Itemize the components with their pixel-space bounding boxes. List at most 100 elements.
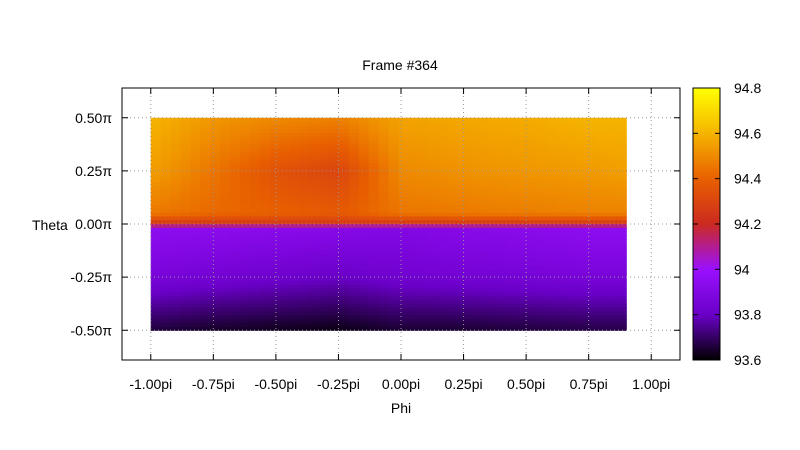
- heatmap-cell: [546, 148, 558, 153]
- heatmap-cell: [616, 125, 627, 130]
- heatmap-cell: [190, 182, 201, 187]
- heatmap-cell: [467, 155, 479, 161]
- heatmap-cell: [447, 193, 459, 199]
- heatmap-cell: [239, 277, 251, 282]
- heatmap-cell: [319, 273, 330, 278]
- heatmap-cell: [596, 216, 607, 221]
- heatmap-cell: [477, 151, 489, 157]
- heatmap-cell: [586, 261, 598, 267]
- heatmap-cell: [586, 224, 598, 229]
- heatmap-cell: [200, 129, 211, 134]
- heatmap-cell: [239, 163, 251, 168]
- heatmap-cell: [338, 155, 350, 161]
- heatmap-cell: [279, 239, 291, 244]
- heatmap-cell: [299, 280, 310, 286]
- heatmap-cell: [239, 117, 251, 123]
- heatmap-cell: [517, 250, 528, 255]
- heatmap-cell: [329, 155, 340, 161]
- heatmap-cell: [606, 125, 617, 130]
- heatmap-cell: [606, 269, 617, 274]
- heatmap-cell: [180, 174, 191, 180]
- heatmap-cell: [299, 216, 310, 221]
- heatmap-cell: [190, 235, 201, 240]
- heatmap-cell: [378, 227, 390, 233]
- heatmap-cell: [190, 322, 201, 328]
- heatmap-cell: [368, 307, 380, 312]
- heatmap-cell: [160, 303, 172, 309]
- heatmap-cell: [329, 163, 340, 168]
- heatmap-cell: [269, 239, 281, 244]
- heatmap-cell: [428, 273, 439, 278]
- heatmap-cell: [408, 311, 419, 316]
- heatmap-cell: [299, 288, 310, 293]
- heatmap-cell: [467, 258, 479, 263]
- heatmap-cell: [546, 250, 558, 255]
- heatmap-cell: [368, 261, 380, 267]
- heatmap-cell: [428, 186, 439, 191]
- heatmap-cell: [210, 265, 221, 271]
- heatmap-cell: [487, 296, 499, 301]
- heatmap-cell: [210, 288, 221, 293]
- heatmap-cell: [289, 170, 300, 176]
- heatmap-cell: [210, 136, 221, 142]
- heatmap-cell: [398, 239, 409, 244]
- heatmap-cell: [358, 182, 370, 187]
- heatmap-cell: [418, 186, 429, 191]
- heatmap-cell: [348, 231, 360, 236]
- heatmap-cell: [487, 292, 499, 297]
- heatmap-cell: [160, 246, 172, 252]
- heatmap-cell: [299, 144, 310, 149]
- heatmap-cell: [230, 125, 241, 130]
- heatmap-cell: [259, 132, 271, 138]
- heatmap-cell: [239, 280, 251, 286]
- heatmap-cell: [259, 307, 271, 312]
- heatmap-cell: [566, 170, 578, 176]
- heatmap-cell: [527, 231, 538, 236]
- heatmap-cell: [467, 140, 479, 145]
- heatmap-cell: [507, 170, 518, 176]
- heatmap-cell: [259, 227, 271, 233]
- heatmap-cell: [487, 163, 499, 168]
- heatmap-cell: [438, 277, 449, 282]
- heatmap-cell: [546, 201, 558, 206]
- heatmap-cell: [537, 273, 548, 278]
- heatmap-cell: [388, 311, 399, 316]
- heatmap-cell: [418, 197, 429, 202]
- heatmap-cell: [487, 212, 499, 218]
- heatmap-cell: [497, 193, 508, 199]
- heatmap-cell: [606, 303, 617, 309]
- heatmap-cell: [606, 292, 617, 297]
- heatmap-cell: [279, 125, 291, 130]
- heatmap-cell: [546, 307, 558, 312]
- heatmap-cell: [586, 288, 598, 293]
- heatmap-cell: [319, 239, 330, 244]
- heatmap-cell: [546, 296, 558, 301]
- heatmap-cell: [348, 284, 360, 290]
- heatmap-cell: [586, 250, 598, 255]
- heatmap-cell: [210, 231, 221, 236]
- heatmap-cell: [249, 246, 261, 252]
- heatmap-cell: [170, 125, 182, 130]
- heatmap-cell: [497, 296, 508, 301]
- heatmap-cell: [477, 140, 489, 145]
- heatmap-cell: [566, 197, 578, 202]
- heatmap-cell: [398, 178, 409, 183]
- heatmap-cell: [388, 273, 399, 278]
- heatmap-cell: [408, 318, 419, 324]
- heatmap-cell: [289, 254, 300, 259]
- heatmap-cell: [467, 224, 479, 229]
- heatmap-cell: [319, 299, 330, 305]
- heatmap-cell: [596, 246, 607, 252]
- heatmap-cell: [418, 121, 429, 126]
- heatmap-cell: [616, 292, 627, 297]
- colorbar-tick-label: 93.6: [734, 352, 761, 368]
- heatmap-cell: [220, 254, 231, 259]
- heatmap-cell: [408, 220, 419, 225]
- heatmap-cell: [497, 250, 508, 255]
- heatmap-cell: [150, 136, 162, 142]
- heatmap-cell: [566, 189, 578, 195]
- heatmap-cell: [269, 254, 281, 259]
- heatmap-cell: [170, 273, 182, 278]
- heatmap-cell: [289, 296, 300, 301]
- heatmap-cell: [546, 151, 558, 157]
